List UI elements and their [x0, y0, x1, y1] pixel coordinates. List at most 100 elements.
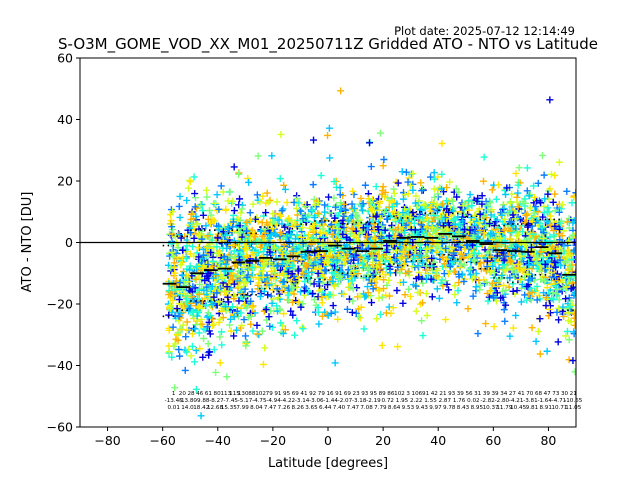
scatter-point: [529, 230, 537, 238]
scatter-point: [499, 271, 507, 279]
scatter-point: [418, 214, 426, 222]
bin-stat-value: 18.42: [193, 405, 209, 411]
scatter-point: [321, 234, 329, 242]
scatter-point: [262, 209, 270, 217]
scatter-point: [549, 198, 557, 206]
scatter-point: [198, 227, 206, 235]
scatter-point: [398, 225, 406, 233]
scatter-point: [494, 282, 502, 290]
scatter-point: [469, 233, 477, 241]
scatter-point: [265, 260, 273, 268]
scatter-point: [216, 315, 224, 323]
scatter-point: [225, 224, 233, 232]
scatter-point: [222, 261, 230, 269]
scatter-point: [458, 251, 466, 259]
scatter-point: [495, 181, 503, 189]
scatter-point: [208, 301, 216, 309]
scatter-point: [336, 191, 344, 199]
scatter-point: [542, 302, 550, 310]
scatter-point: [238, 290, 246, 298]
scatter-point: [348, 200, 356, 208]
scatter-point: [289, 298, 297, 306]
scatter-point: [422, 290, 430, 298]
bin-stat-value: 16: [326, 391, 334, 397]
scatter-point: [243, 273, 251, 281]
scatter-point: [230, 207, 238, 215]
scatter-point: [267, 307, 275, 315]
bin-statistics: [162, 209, 576, 318]
scatter-point: [199, 353, 207, 361]
scatter-point: [193, 298, 201, 306]
scatter-point: [426, 204, 434, 212]
bin-stat-value: 39: [483, 391, 491, 397]
scatter-point: [165, 311, 173, 319]
scatter-point: [426, 244, 434, 252]
scatter-point: [191, 190, 199, 198]
scatter-point: [478, 200, 486, 208]
scatter-point: [314, 308, 322, 316]
scatter-point: [273, 285, 281, 293]
scatter-point: [306, 279, 314, 287]
scatter-point: [523, 282, 531, 290]
scatter-point: [388, 203, 396, 211]
scatter-point: [546, 96, 554, 104]
scatter-point: [326, 154, 334, 162]
scatter-point: [493, 242, 501, 250]
scatter-point: [311, 201, 319, 209]
bin-stat-value: 39: [457, 391, 465, 397]
scatter-point: [166, 252, 174, 260]
scatter-point: [570, 290, 576, 298]
scatter-point: [235, 242, 243, 250]
scatter-point: [405, 268, 413, 276]
scatter-point: [505, 283, 513, 291]
scatter-point: [539, 213, 547, 221]
scatter-point: [464, 305, 472, 313]
scatter-point: [253, 321, 261, 329]
scatter-point: [213, 191, 221, 199]
scatter-point: [565, 356, 573, 364]
scatter-point: [420, 201, 428, 209]
scatter-point: [399, 278, 407, 286]
scatter-point: [472, 283, 480, 291]
scatter-point: [549, 289, 557, 297]
scatter-point: [298, 323, 306, 331]
bin-stat-value: -4.94: [266, 398, 281, 404]
scatter-point: [325, 291, 333, 299]
scatter-point: [474, 194, 482, 202]
scatter-point: [383, 242, 391, 250]
bin-stat-value: -3.18: [352, 398, 367, 404]
bin-stat-value: 79: [266, 391, 274, 397]
scatter-point: [504, 210, 512, 218]
scatter-point: [555, 230, 563, 238]
scatter-point: [518, 284, 526, 292]
scatter-point: [406, 292, 414, 300]
bin-stat-value: 8.04: [250, 405, 263, 411]
scatter-point: [299, 325, 307, 333]
scatter-point: [401, 191, 409, 199]
scatter-point: [461, 245, 469, 253]
scatter-point: [443, 225, 451, 233]
scatter-point: [195, 253, 203, 261]
x-tick-label: −40: [205, 433, 231, 448]
scatter-point: [339, 230, 347, 238]
scatter-point: [333, 256, 341, 264]
scatter-point: [488, 186, 496, 194]
scatter-point: [514, 181, 522, 189]
scatter-point: [570, 193, 576, 201]
scatter-point: [393, 200, 401, 208]
scatter-point: [495, 253, 503, 261]
scatter-point: [183, 326, 191, 334]
scatter-point: [236, 283, 244, 291]
bin-stat-value: -1.44: [323, 398, 338, 404]
bin-stat-value: 7.40: [333, 405, 346, 411]
scatter-point: [174, 244, 182, 252]
scatter-point: [534, 208, 542, 216]
scatter-point: [250, 273, 258, 281]
scatter-point: [469, 292, 477, 300]
scatter-point: [233, 326, 241, 334]
scatter-point: [512, 268, 520, 276]
scatter-point: [390, 216, 398, 224]
scatter-point: [203, 272, 211, 280]
scatter-point: [474, 232, 482, 240]
scatter-point: [418, 275, 426, 283]
